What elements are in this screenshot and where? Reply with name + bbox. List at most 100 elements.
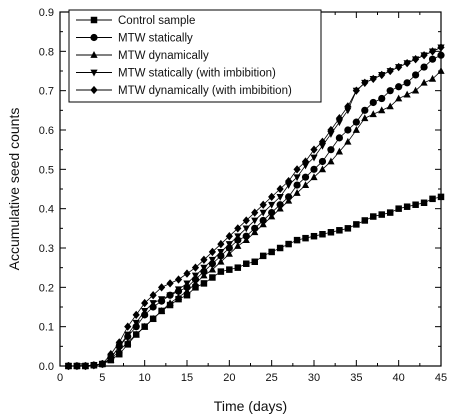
data-point [344, 137, 352, 145]
legend-marker [90, 16, 98, 24]
data-point [158, 283, 166, 292]
data-point [386, 87, 394, 95]
data-point [420, 78, 428, 86]
data-point [141, 322, 149, 330]
data-point [361, 217, 369, 224]
data-point [344, 126, 352, 134]
data-point [276, 193, 284, 201]
data-point [327, 125, 335, 135]
data-point [259, 209, 267, 217]
data-point [251, 258, 258, 266]
data-point [217, 257, 225, 265]
data-point [403, 90, 411, 98]
data-point [208, 256, 216, 264]
data-point [378, 94, 386, 103]
x-tick-label: 25 [266, 372, 278, 384]
legend-label: MTW statically (with imbibition) [118, 68, 276, 80]
data-point [361, 78, 369, 87]
data-point [234, 264, 242, 271]
x-tick-label: 40 [393, 372, 405, 384]
y-axis-title: Accumulative seed counts [6, 108, 22, 271]
data-point [327, 157, 335, 165]
data-point [361, 114, 369, 122]
series-5 [64, 43, 445, 371]
data-point [200, 280, 208, 287]
data-point [183, 280, 191, 288]
data-point [200, 264, 208, 272]
legend-entry: MTW statically [76, 33, 193, 45]
y-tick-label: 0.5 [39, 164, 54, 176]
data-point [327, 229, 335, 236]
data-point [301, 157, 310, 166]
y-tick-label: 0.9 [39, 7, 54, 19]
y-tick-label: 0.1 [39, 322, 54, 334]
data-point [395, 62, 403, 72]
data-point [285, 176, 293, 186]
x-tick-label: 5 [99, 372, 105, 384]
data-point [369, 110, 377, 118]
data-point [310, 145, 318, 154]
y-tick-label: 0.4 [39, 204, 54, 216]
data-point [251, 208, 259, 217]
data-point [124, 338, 132, 346]
y-tick-label: 0.3 [39, 243, 54, 255]
data-point [293, 174, 301, 182]
data-point [395, 94, 403, 102]
data-point [369, 98, 377, 107]
legend-entry: Control sample [76, 15, 195, 27]
data-point [234, 242, 242, 249]
data-point [268, 201, 276, 209]
data-point [90, 361, 98, 370]
data-point [335, 134, 343, 142]
data-point [200, 255, 208, 264]
data-point [352, 126, 360, 133]
data-point [192, 284, 199, 291]
data-point [259, 200, 267, 209]
data-point [243, 260, 250, 267]
data-point [310, 154, 318, 162]
data-point [141, 308, 149, 315]
data-point [352, 86, 360, 95]
data-point [251, 228, 259, 236]
data-point [132, 330, 140, 338]
data-point [420, 51, 428, 60]
data-point [420, 63, 428, 71]
data-point [191, 263, 200, 272]
data-point [318, 142, 327, 150]
data-point [319, 230, 326, 238]
data-point [301, 173, 310, 181]
data-point [386, 102, 394, 110]
data-point [344, 102, 352, 111]
legend-marker [90, 85, 98, 95]
data-point [428, 47, 437, 56]
data-point [378, 106, 386, 114]
data-point [191, 279, 200, 287]
legend-label: MTW dynamically (with imbibition) [118, 85, 292, 97]
data-point [149, 300, 157, 308]
data-point [344, 225, 352, 232]
y-tick-label: 0.8 [39, 46, 54, 58]
data-point [234, 233, 242, 241]
data-point [217, 239, 225, 249]
legend-label: MTW statically [118, 33, 193, 45]
data-point [276, 244, 284, 252]
data-point [403, 203, 411, 210]
data-point [369, 74, 377, 84]
x-axis-title: Time (days) [214, 398, 287, 414]
data-point [115, 338, 123, 347]
data-point [335, 114, 343, 123]
x-tick-label: 20 [223, 372, 235, 384]
data-point [149, 291, 157, 300]
data-point [217, 249, 225, 256]
data-point [107, 355, 115, 363]
data-point [217, 268, 225, 275]
data-point [293, 181, 301, 189]
x-tick-label: 10 [139, 372, 151, 384]
y-tick-label: 0.2 [39, 282, 54, 294]
legend: Control sample MTW statically MTW dynamica… [68, 9, 322, 103]
data-point [251, 217, 259, 225]
data-point [429, 195, 436, 203]
x-tick-label: 35 [350, 372, 362, 384]
